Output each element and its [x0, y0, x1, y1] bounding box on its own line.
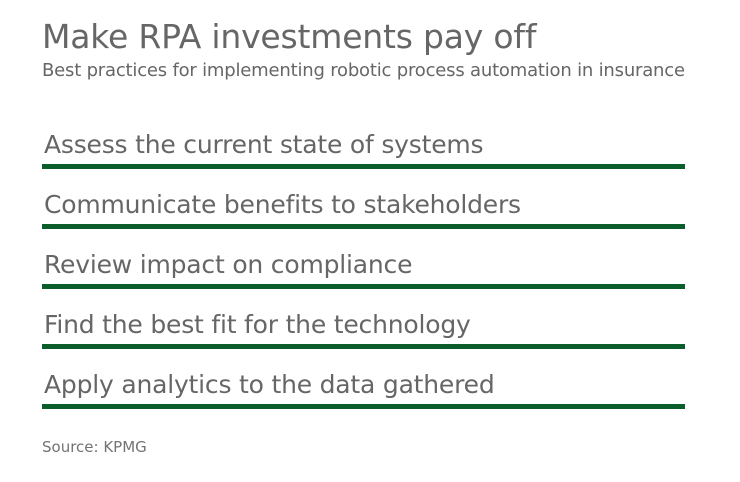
list-item: Communicate benefits to stakeholders — [42, 190, 685, 235]
list-item: Review impact on compliance — [42, 250, 685, 295]
source-note: Source: KPMG — [42, 438, 147, 456]
page-subtitle: Best practices for implementing robotic … — [42, 60, 685, 81]
list-item: Apply analytics to the data gathered — [42, 370, 685, 415]
list-item-label: Assess the current state of systems — [44, 130, 484, 159]
list-item: Find the best fit for the technology — [42, 310, 685, 355]
underline-bar — [42, 344, 685, 349]
underline-bar — [42, 284, 685, 289]
list-item: Assess the current state of systems — [42, 130, 685, 175]
underline-bar — [42, 224, 685, 229]
list-item-label: Find the best fit for the technology — [44, 310, 471, 339]
page-title: Make RPA investments pay off — [42, 17, 537, 56]
underline-bar — [42, 164, 685, 169]
list-item-label: Review impact on compliance — [44, 250, 413, 279]
list-item-label: Apply analytics to the data gathered — [44, 370, 495, 399]
underline-bar — [42, 404, 685, 409]
list-item-label: Communicate benefits to stakeholders — [44, 190, 521, 219]
